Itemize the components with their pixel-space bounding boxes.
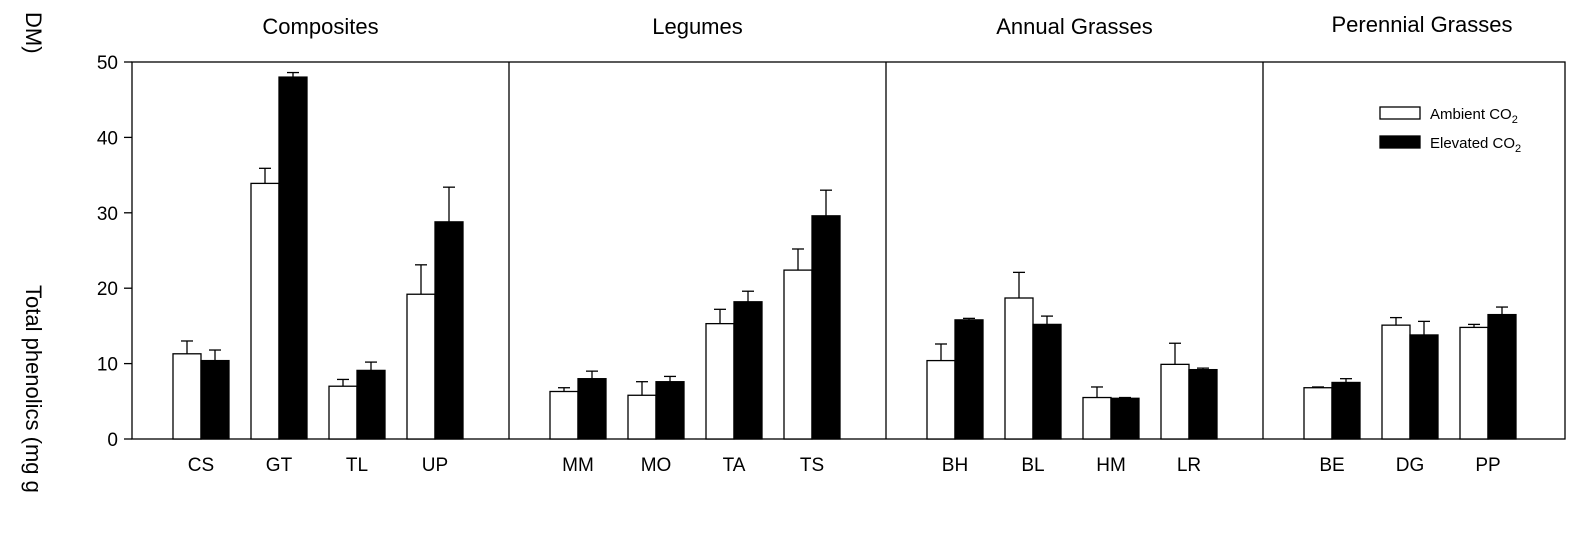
group-title: Legumes	[652, 14, 743, 39]
legend-swatch	[1379, 135, 1421, 149]
category-label: TA	[723, 455, 746, 476]
legend-label-subscript: 2	[1515, 143, 1521, 155]
bar-elevated	[200, 359, 230, 440]
bar-ambient	[328, 385, 358, 440]
category-label: TS	[800, 455, 824, 476]
category-label: UP	[422, 455, 448, 476]
bar-ambient	[406, 293, 436, 440]
plot-area: 0 10 20 30 40 50 Composites CS GT TL UP Legumes MM MO…	[97, 12, 1566, 476]
group-title: Perennial Grasses	[1332, 12, 1513, 37]
bar-ambient	[172, 353, 202, 440]
bar-ambient	[705, 322, 735, 440]
category-label: BE	[1319, 455, 1344, 476]
legend-label: Ambient CO2	[1430, 106, 1518, 126]
bar-ambient	[1381, 324, 1411, 440]
group-title: Composites	[262, 14, 378, 39]
bar-elevated	[811, 215, 841, 440]
legend-label-subscript: 2	[1512, 114, 1518, 126]
bar-ambient	[1303, 387, 1333, 440]
y-tick-label: 20	[97, 279, 118, 300]
bar-elevated	[1032, 323, 1062, 440]
bar-elevated	[733, 301, 763, 440]
bar-elevated	[1110, 397, 1140, 440]
y-tick-label: 0	[107, 430, 118, 451]
bar-elevated	[1409, 334, 1439, 440]
bar-elevated	[954, 319, 984, 440]
bar-elevated	[278, 76, 308, 440]
bar-elevated	[1331, 381, 1361, 440]
category-label: BL	[1021, 455, 1044, 476]
category-label: GT	[266, 455, 293, 476]
bar-ambient	[926, 359, 956, 440]
bar-ambient	[1459, 326, 1489, 440]
category-label: MO	[641, 455, 672, 476]
bar-ambient	[1004, 297, 1034, 440]
y-tick-label: 40	[97, 128, 118, 149]
group-title: Annual Grasses	[996, 14, 1153, 39]
bar-elevated	[1487, 313, 1517, 440]
y-tick-label: 30	[97, 204, 118, 225]
category-label: PP	[1475, 455, 1500, 476]
bar-elevated	[356, 369, 386, 440]
bar-ambient	[783, 269, 813, 440]
category-label: HM	[1096, 455, 1126, 476]
bar-elevated	[577, 378, 607, 440]
y-axis-label-main: Total phenolics (mg g	[21, 285, 46, 493]
category-label: MM	[562, 455, 594, 476]
category-label: BH	[942, 455, 968, 476]
y-axis-label: Total phenolics (mg g DM)	[21, 12, 46, 493]
bar-ambient	[549, 390, 579, 440]
category-label: LR	[1177, 455, 1201, 476]
bar-ambient	[250, 182, 280, 440]
plot-frame	[131, 61, 1566, 440]
y-axis-label-top-fragment: DM)	[21, 12, 46, 54]
bar-ambient	[1160, 363, 1190, 440]
bar-ambient	[1082, 396, 1112, 440]
bar-elevated	[1188, 368, 1218, 440]
category-label: TL	[346, 455, 368, 476]
y-tick-label: 50	[97, 53, 118, 74]
bar-elevated	[655, 381, 685, 440]
category-label: DG	[1396, 455, 1425, 476]
bar-elevated	[434, 221, 464, 440]
legend-swatch	[1379, 106, 1421, 120]
legend-label: Elevated CO2	[1430, 135, 1521, 155]
legend: Ambient CO2 Elevated CO2	[1379, 106, 1521, 155]
bar-ambient	[627, 394, 657, 440]
category-label: CS	[188, 455, 214, 476]
y-tick-label: 10	[97, 355, 118, 376]
